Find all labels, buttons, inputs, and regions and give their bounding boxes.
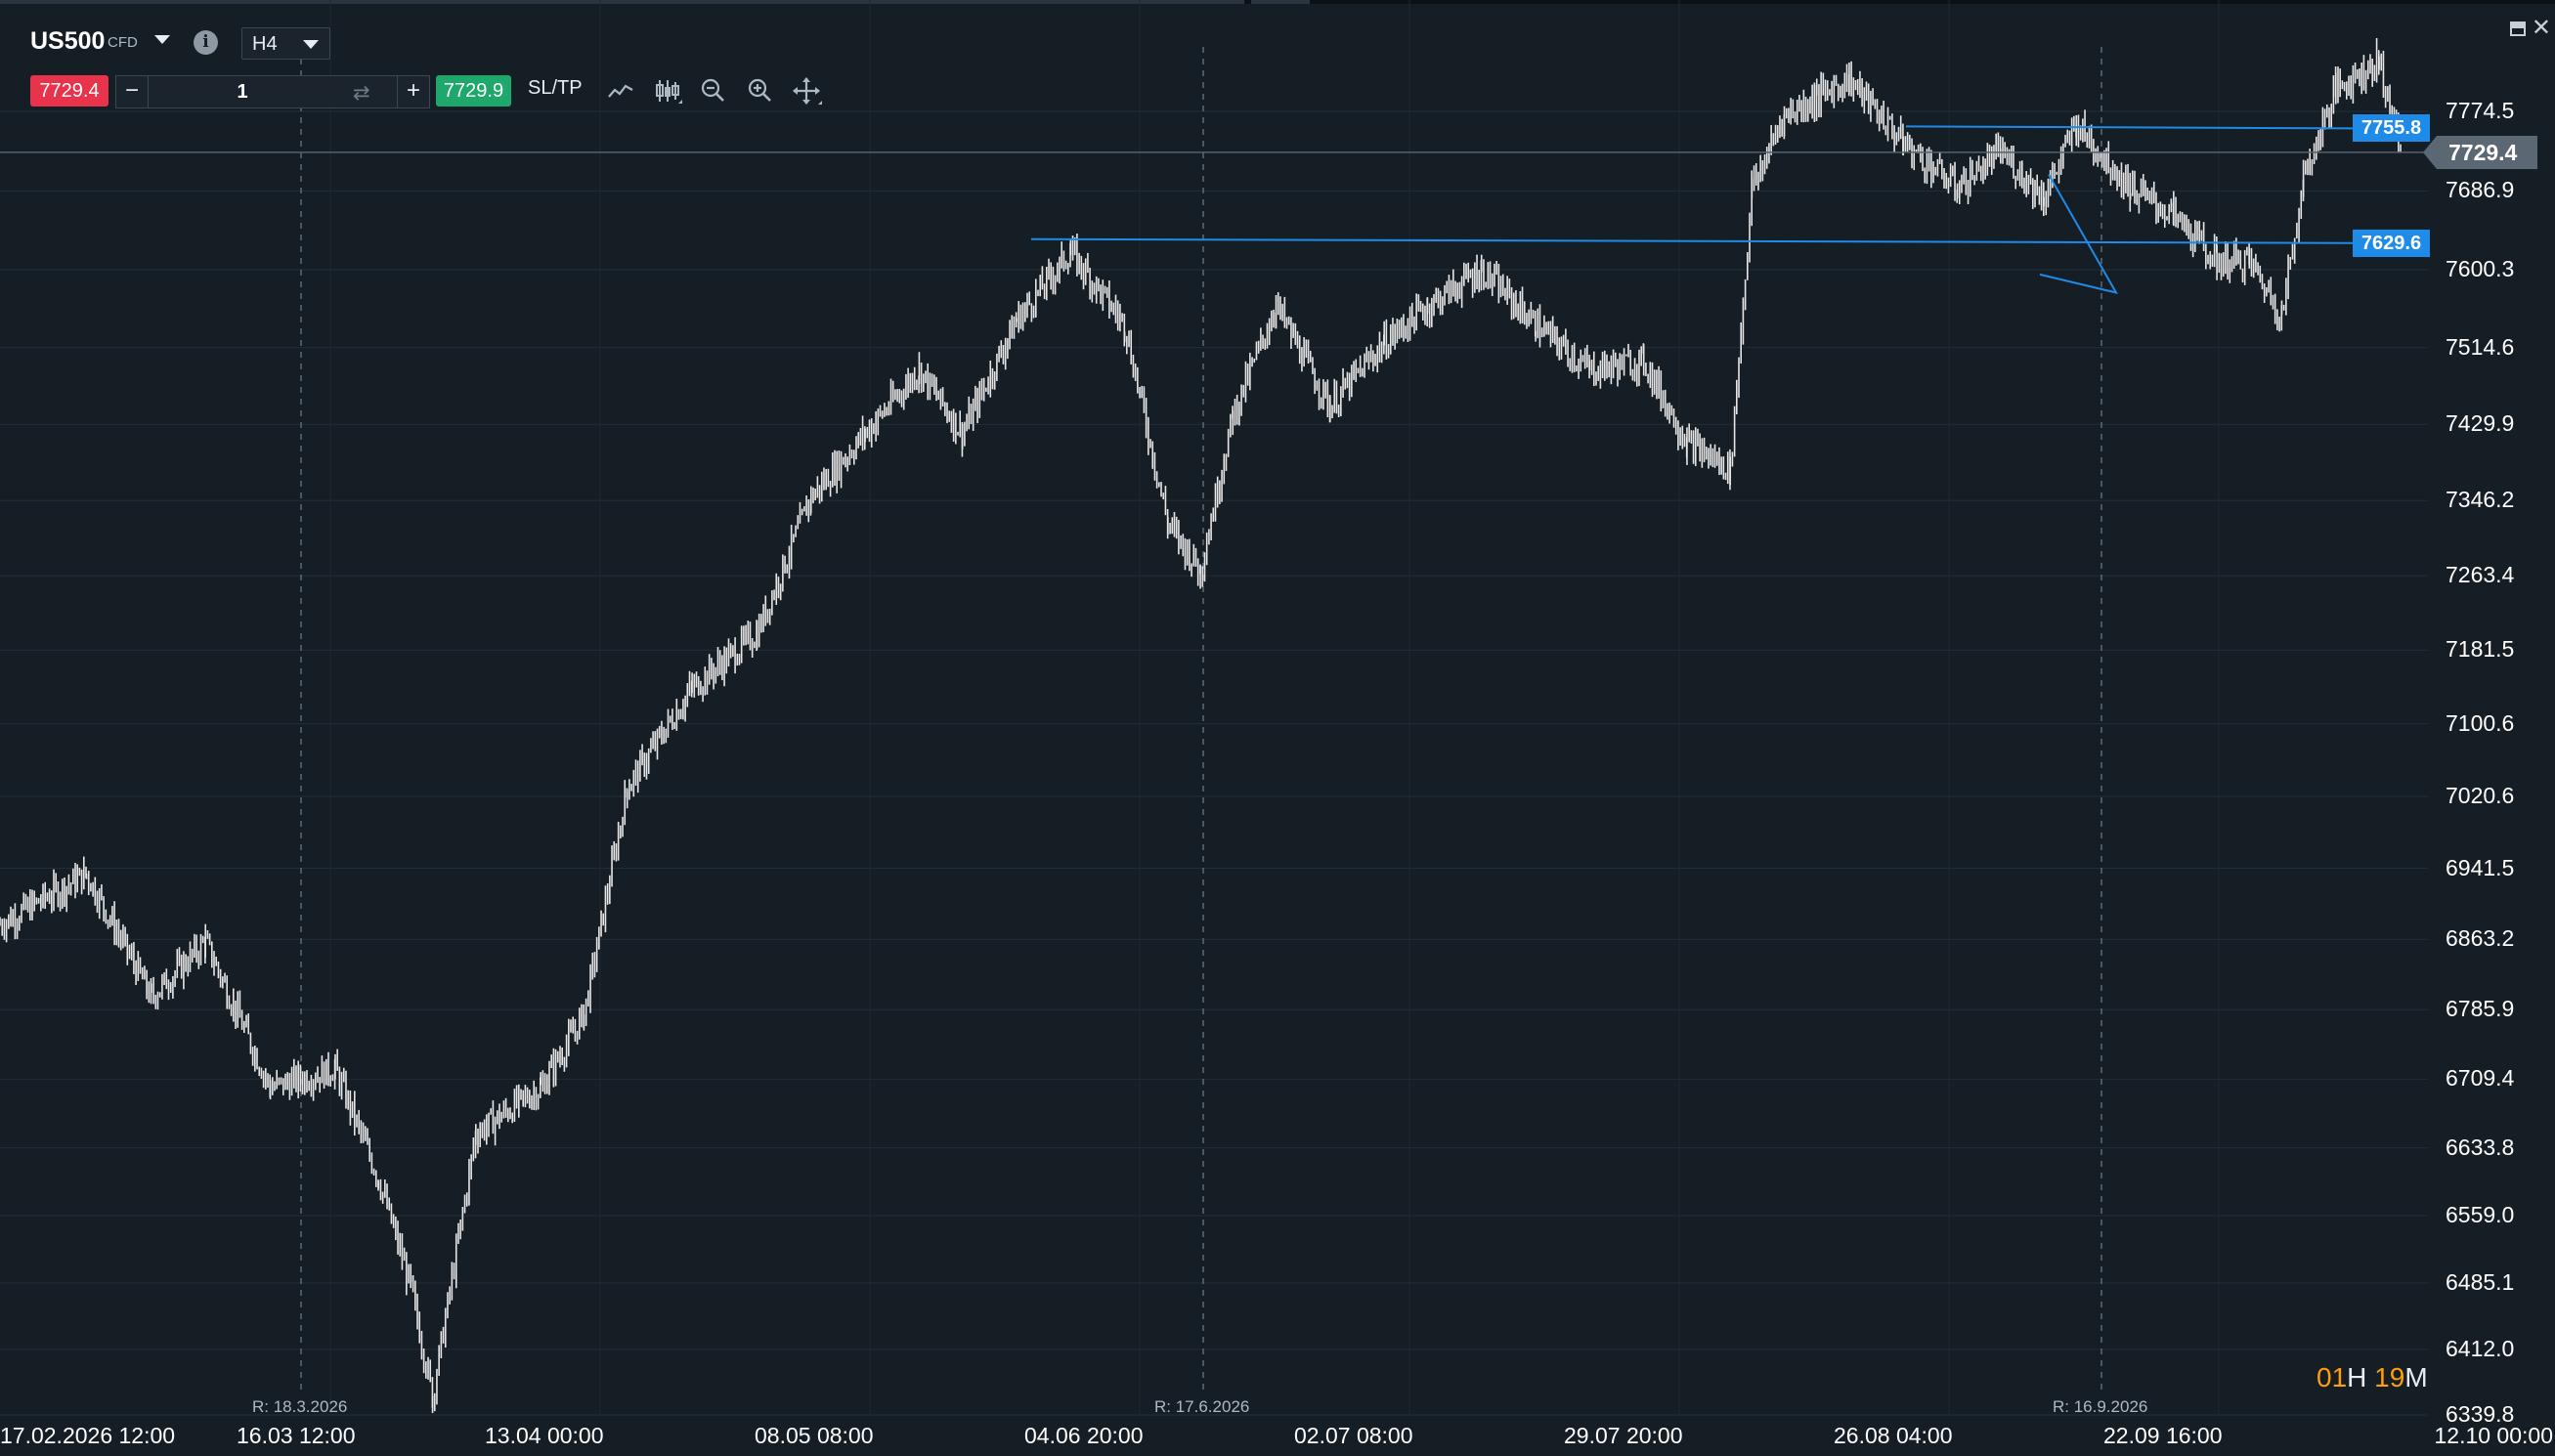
x-tick-label: 13.04 00:00 <box>485 1423 604 1448</box>
y-tick-label: 7100.6 <box>2446 709 2515 736</box>
level-line <box>1030 237 2354 244</box>
window-tab[interactable] <box>0 0 1244 4</box>
x-tick-label: 16.03 12:00 <box>237 1423 356 1448</box>
y-tick-label: 6485.1 <box>2446 1268 2515 1295</box>
move-icon[interactable] <box>790 74 823 107</box>
y-tick-label: 7346.2 <box>2446 487 2515 513</box>
countdown-hours-unit: H <box>2347 1362 2367 1392</box>
y-tick-label: 6941.5 <box>2446 854 2515 880</box>
buy-price-button[interactable]: 7729.9 <box>436 75 511 107</box>
y-tick-label: 6633.8 <box>2446 1134 2515 1160</box>
zoom-in-icon[interactable] <box>744 74 777 107</box>
y-tick-label: 7181.5 <box>2446 636 2515 663</box>
timeframe-value: H4 <box>252 33 278 55</box>
window-tab[interactable] <box>1251 0 1310 4</box>
chart-drawings <box>2039 174 2119 295</box>
rollover-lines <box>300 47 2102 1393</box>
x-tick-label: 22.09 16:00 <box>2103 1423 2223 1448</box>
y-tick-label: 6339.8 <box>2446 1401 2515 1427</box>
y-tick-label: 6785.9 <box>2446 996 2515 1022</box>
candlestick-icon[interactable] <box>651 74 684 107</box>
y-tick-label: 7429.9 <box>2446 410 2515 437</box>
increase-quantity-button[interactable]: + <box>397 76 429 107</box>
chart-grid <box>0 0 2428 1416</box>
horizontal-levels <box>0 125 2430 244</box>
sell-price-button[interactable]: 7729.4 <box>30 75 108 107</box>
x-tick-label: 04.06 20:00 <box>1024 1423 1144 1448</box>
decrease-quantity-button[interactable]: − <box>116 76 149 107</box>
rollover-label: R: 16.9.2026 <box>2053 1397 2148 1416</box>
top-tab-strip <box>0 0 2555 4</box>
timeframe-select[interactable]: H4 <box>241 27 330 60</box>
y-tick-label: 7020.6 <box>2446 782 2515 808</box>
y-tick-label: 7686.9 <box>2446 177 2515 203</box>
instrument-type: CFD <box>108 34 138 51</box>
x-tick-label: 12.10 00:00 <box>2434 1423 2553 1448</box>
triangle-drawing <box>2039 174 2119 295</box>
x-tick-label: 26.08 04:00 <box>1834 1423 1953 1448</box>
y-tick-label: 6559.0 <box>2446 1202 2515 1228</box>
candle-countdown: 01H 19M <box>2317 1362 2428 1393</box>
instrument-symbol[interactable]: US500 <box>30 27 106 55</box>
x-tick-label: 29.07 20:00 <box>1564 1423 1683 1448</box>
y-tick-label: 7600.3 <box>2446 255 2515 281</box>
rollover-label: R: 18.3.2026 <box>252 1397 348 1416</box>
countdown-hours: 01 <box>2317 1362 2348 1392</box>
y-tick-label: 6412.0 <box>2446 1335 2515 1361</box>
level-line <box>1905 125 2354 130</box>
price-series <box>0 37 2402 1414</box>
sl-tp-button[interactable]: SL/TP <box>528 77 583 99</box>
y-tick-label: 6709.4 <box>2446 1065 2515 1092</box>
current-price-label: 7729.4 <box>2423 135 2537 169</box>
close-icon[interactable]: ✕ <box>2531 15 2551 41</box>
y-tick-label: 7514.6 <box>2446 333 2515 360</box>
countdown-minutes: 19 <box>2374 1362 2405 1392</box>
countdown-minutes-unit: M <box>2404 1362 2428 1392</box>
quantity-input[interactable]: 1 <box>237 81 248 103</box>
level-price-label[interactable]: 7755.8 <box>2353 114 2430 143</box>
y-tick-label: 7263.4 <box>2446 562 2515 588</box>
y-tick-label: 7774.5 <box>2446 98 2515 123</box>
info-icon[interactable]: i <box>194 30 218 55</box>
x-tick-label: 08.05 08:00 <box>755 1423 874 1448</box>
chevron-down-icon <box>303 40 319 49</box>
x-tick-label: 17.02.2026 12:00 <box>0 1423 176 1448</box>
swap-icon[interactable]: ⇄ <box>353 82 370 105</box>
minimize-icon[interactable] <box>2510 21 2526 36</box>
line-chart-icon[interactable] <box>604 74 637 107</box>
x-tick-label: 02.07 08:00 <box>1294 1423 1413 1448</box>
chevron-down-icon[interactable] <box>154 35 170 44</box>
zoom-out-icon[interactable] <box>697 74 730 107</box>
level-price-label[interactable]: 7629.6 <box>2353 229 2430 257</box>
y-tick-label: 6863.2 <box>2446 925 2515 952</box>
quantity-stepper: − 1 ⇄ + <box>115 75 430 108</box>
rollover-label: R: 17.6.2026 <box>1154 1397 1250 1416</box>
